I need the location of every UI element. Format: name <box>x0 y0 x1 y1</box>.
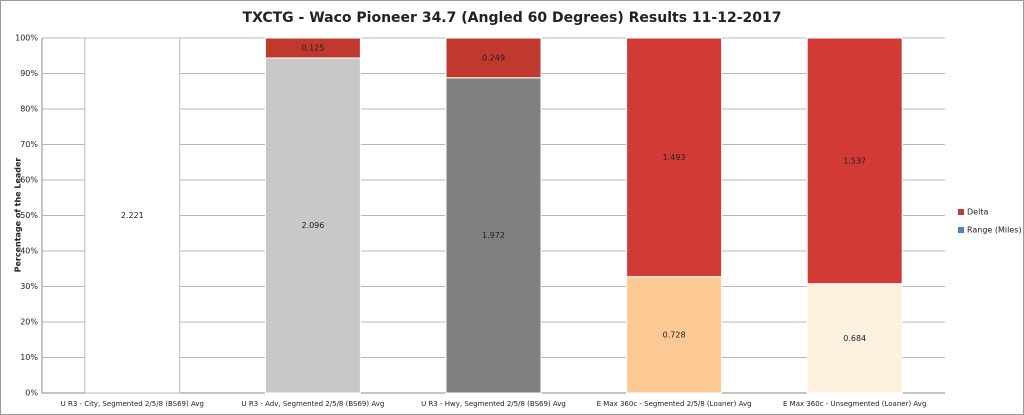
legend-label: Range (Miles) <box>967 226 1022 235</box>
data-label: 1.972 <box>482 231 505 240</box>
y-tick-label: 60% <box>20 176 38 185</box>
data-label: 1.537 <box>843 156 866 165</box>
y-tick-label: 100% <box>15 34 38 43</box>
bar-segment <box>264 37 361 59</box>
y-tick-label: 10% <box>20 353 38 362</box>
data-label: 0.125 <box>301 43 324 52</box>
y-tick-label: 30% <box>20 282 38 291</box>
y-tick-label: 80% <box>20 105 38 114</box>
y-tick-label: 0% <box>25 389 38 398</box>
x-tick-label: U R3 - City, Segmented 2/5/8 (BS69) Avg <box>61 400 204 408</box>
y-tick-label: 20% <box>20 318 38 327</box>
x-tick-label: U R3 - Adv, Segmented 2/5/8 (BS69) Avg <box>241 400 384 408</box>
data-label: 0.684 <box>843 334 866 343</box>
bar-segment <box>445 77 542 394</box>
data-label: 1.493 <box>663 153 686 162</box>
y-tick-label: 50% <box>20 211 38 220</box>
data-label: 0.249 <box>482 53 505 62</box>
bar-segment <box>84 37 181 394</box>
data-label: 2.221 <box>121 211 144 220</box>
y-tick-label: 90% <box>20 69 38 78</box>
legend-swatch <box>958 227 964 233</box>
bar-segment <box>264 57 361 394</box>
bar-segment <box>626 37 723 278</box>
bar-segment <box>806 37 903 285</box>
chart-title: TXCTG - Waco Pioneer 34.7 (Angled 60 Deg… <box>243 10 782 26</box>
y-tick-label: 70% <box>20 140 38 149</box>
bar-segment <box>626 276 723 394</box>
legend-label: Delta <box>967 208 988 217</box>
data-label: 2.096 <box>301 221 324 230</box>
y-axis-title: Percentage of the Leader <box>14 158 23 273</box>
legend-swatch <box>958 209 964 215</box>
bar-segment <box>445 37 542 79</box>
data-label: 0.728 <box>663 330 686 339</box>
x-tick-label: U R3 - Hwy, Segmented 2/5/8 (BS69) Avg <box>421 400 566 408</box>
x-tick-label: E Max 360c - Unsegmented (Loaner) Avg <box>783 400 926 408</box>
x-tick-label: E Max 360c - Segmented 2/5/8 (Loaner) Av… <box>597 400 752 408</box>
y-tick-label: 40% <box>20 247 38 256</box>
